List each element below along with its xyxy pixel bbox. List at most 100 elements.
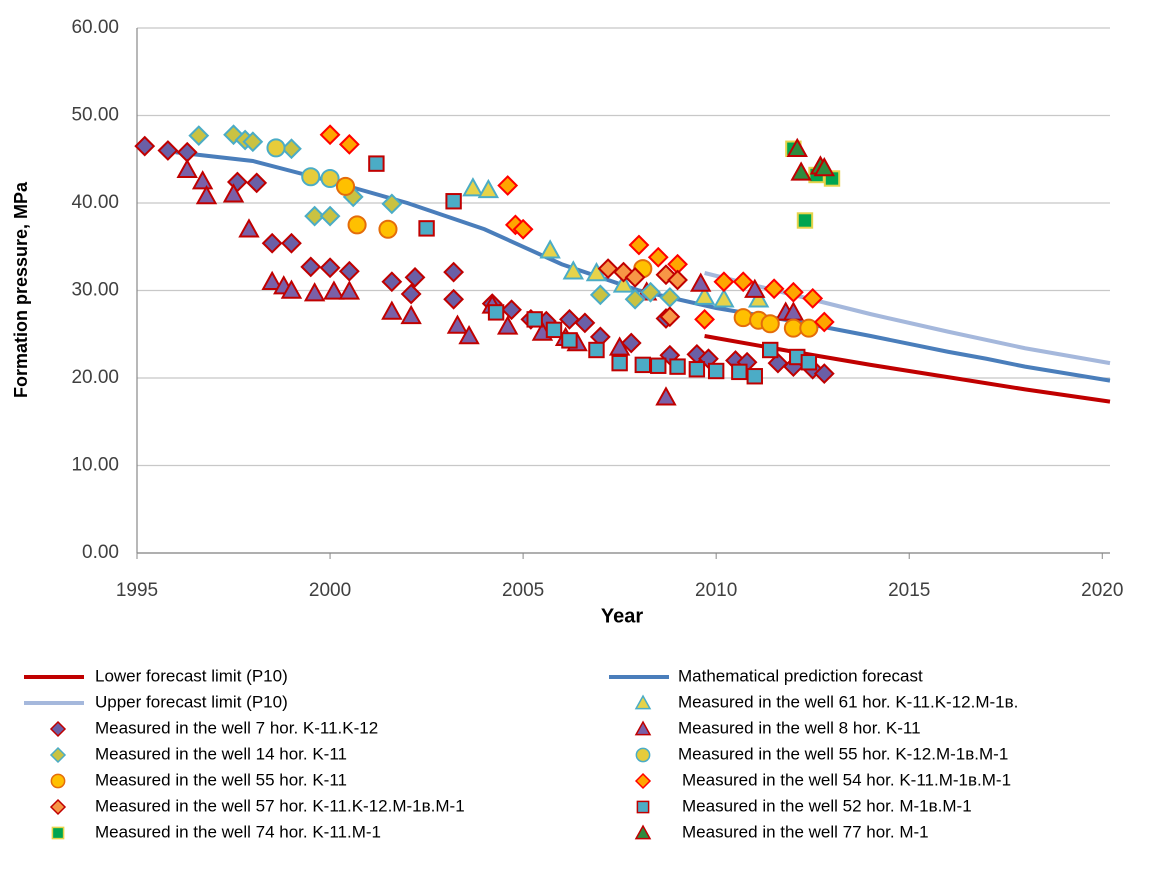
legend-swatch [634, 720, 652, 736]
data-point [802, 287, 824, 309]
legend-label: Measured in the well 61 hor. K-11.K-12.M… [678, 692, 1018, 711]
data-point [320, 168, 340, 189]
legend-label: Mathematical prediction forecast [678, 666, 923, 685]
data-point [501, 299, 522, 321]
data-point [731, 363, 748, 381]
data-point [585, 261, 608, 282]
data-point [628, 234, 650, 256]
data-point [381, 271, 403, 293]
data-point [611, 354, 628, 372]
data-point [647, 246, 669, 268]
data-point [747, 288, 770, 308]
y-tick-label: 30.00 [71, 280, 119, 301]
data-point [157, 140, 179, 161]
data-point [597, 258, 619, 280]
data-point [188, 125, 210, 147]
data-point [191, 170, 214, 190]
legend-label: Measured in the well 77 hor. M-1 [682, 822, 929, 841]
data-point [446, 314, 469, 334]
data-point [659, 306, 681, 328]
data-point [400, 283, 422, 305]
data-point [589, 284, 611, 306]
data-point [559, 308, 580, 330]
forecast-line [704, 334, 1111, 404]
legend-label: Measured in the well 55 hor. K-12.M-1в.M… [678, 744, 1008, 763]
y-axis-title: Formation pressure, MPa [11, 181, 31, 398]
y-tick-label: 10.00 [71, 455, 119, 476]
data-point [378, 219, 398, 239]
data-point [404, 266, 426, 288]
legend-label: Measured in the well 57 hor. K-11.K-12.M… [95, 796, 465, 815]
y-tick-label: 60.00 [71, 17, 119, 38]
data-point [744, 278, 766, 298]
data-point [763, 278, 785, 300]
x-axis-title: Year [601, 605, 643, 627]
data-point [624, 266, 646, 288]
data-point [462, 177, 484, 197]
data-point [134, 135, 156, 157]
legend-label: Lower forecast limit (P10) [95, 666, 288, 685]
x-tick-label: 2000 [309, 580, 351, 601]
data-point [347, 215, 367, 235]
legend-swatch [49, 798, 67, 816]
data-point [338, 133, 360, 155]
x-tick-label: 2005 [502, 580, 544, 601]
data-point [782, 281, 804, 303]
data-point [713, 288, 735, 308]
data-point [338, 280, 361, 300]
data-point [242, 131, 264, 153]
data-point [280, 279, 303, 299]
data-point [319, 124, 341, 146]
data-point [368, 155, 385, 172]
data-point [733, 308, 753, 328]
data-point [266, 138, 286, 158]
data-point [799, 318, 819, 338]
data-point [261, 270, 283, 290]
data-point [381, 300, 403, 320]
data-point [281, 138, 302, 160]
data-point [650, 357, 667, 374]
x-tick-label: 2015 [888, 580, 930, 601]
data-point [381, 193, 403, 215]
data-point [301, 167, 321, 187]
y-tick-label: 40.00 [71, 192, 119, 213]
data-point [707, 362, 725, 380]
x-tick-label: 2010 [695, 580, 737, 601]
data-point [767, 352, 789, 374]
data-point [443, 288, 465, 310]
data-point [458, 324, 480, 345]
data-point [323, 280, 345, 300]
y-tick-label: 0.00 [82, 542, 119, 563]
legend-label: Measured in the well 8 hor. K-11 [678, 718, 921, 737]
y-tick-label: 50.00 [71, 105, 119, 126]
x-tick-label: 1995 [116, 580, 158, 601]
data-point [338, 260, 360, 282]
data-point [655, 386, 677, 406]
data-point [659, 287, 681, 308]
data-point [418, 220, 435, 237]
data-point [443, 261, 465, 283]
data-point [620, 332, 642, 354]
data-point [561, 332, 578, 349]
legend-label: Measured in the well 74 hor. K-11.M-1 [95, 822, 381, 841]
data-point [400, 304, 422, 325]
data-point [319, 257, 341, 279]
data-point [688, 361, 706, 378]
data-point [786, 137, 808, 157]
data-point [790, 161, 812, 181]
legend-swatch [49, 746, 67, 764]
data-point [640, 281, 661, 303]
legend-label: Measured in the well 55 hor. K-11 [95, 770, 347, 789]
legend-label: Measured in the well 52 hor. M-1в.M-1 [682, 796, 972, 815]
data-point [487, 304, 505, 321]
data-point [813, 363, 835, 385]
data-point [608, 336, 631, 356]
legend-swatch [51, 826, 65, 840]
data-point [624, 288, 646, 310]
data-point [800, 354, 818, 371]
data-point [238, 218, 260, 238]
data-point [562, 260, 585, 280]
legend-label: Upper forecast limit (P10) [95, 692, 288, 711]
data-point [300, 256, 322, 278]
